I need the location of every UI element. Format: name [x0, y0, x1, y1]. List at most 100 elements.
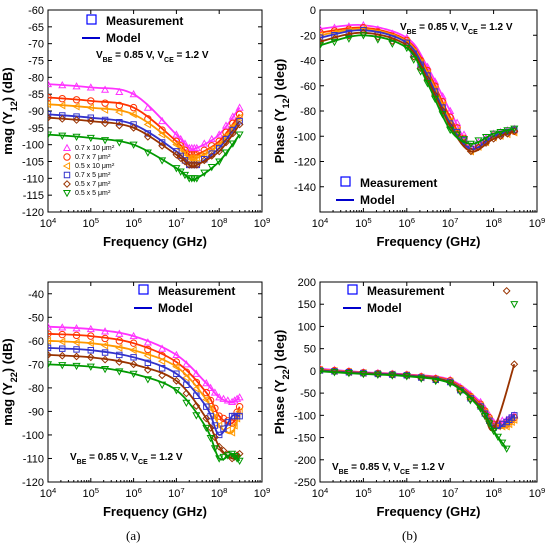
data-point: [172, 150, 181, 159]
data-point: [129, 110, 137, 119]
data-point: [219, 453, 228, 462]
y-tick-label: -80: [28, 72, 44, 84]
y-tick-label: -60: [28, 336, 44, 348]
data-point: [172, 376, 181, 385]
x-axis-label: Frequency (GHz): [103, 504, 207, 519]
data-point: [182, 360, 191, 368]
data-point: [158, 371, 167, 380]
data-point: [493, 433, 503, 442]
series-legend-label: 0.5 x 7 μm2: [75, 180, 111, 189]
data-point: [72, 338, 80, 347]
data-point: [182, 399, 191, 408]
data-point: [115, 368, 124, 376]
y-tick-label: -115: [23, 190, 44, 202]
data-point: [203, 403, 210, 410]
data-point: [431, 377, 440, 386]
data-point: [48, 322, 53, 330]
x-tick-label: 104: [40, 486, 57, 501]
data-point: [48, 336, 52, 345]
x-tick-label: 109: [254, 486, 271, 501]
data-point: [202, 424, 211, 433]
data-point: [215, 147, 224, 156]
y-tick-label: 0: [310, 5, 316, 17]
x-tick-label: 107: [442, 216, 459, 231]
data-point: [192, 402, 201, 410]
model-line: [48, 133, 241, 181]
y-tick-label: -100: [22, 430, 44, 442]
data-point: [115, 358, 124, 366]
data-point: [223, 396, 232, 404]
model-line: [320, 26, 515, 151]
data-point: [86, 103, 94, 112]
data-point: [192, 154, 200, 163]
series-group: [48, 322, 244, 466]
x-tick-label: 106: [125, 216, 142, 231]
data-point: [206, 404, 214, 413]
data-point: [219, 394, 228, 402]
y-tick-label: -140: [294, 182, 316, 194]
data-point: [157, 130, 166, 139]
model-line: [48, 354, 241, 460]
y-tick-label: -110: [23, 453, 44, 465]
data-point: [466, 140, 475, 149]
data-point: [48, 93, 52, 102]
data-point: [115, 108, 123, 117]
data-point: [58, 132, 67, 140]
y-tick-label: -120: [22, 477, 44, 489]
data-point: [320, 368, 325, 376]
y-tick-label: -100: [294, 131, 316, 143]
data-point: [446, 106, 455, 115]
chart-mag_y12: -60 -65 -70 -75 -80 -85 -90 -95 -100 -105 -110 -115…: [0, 5, 270, 249]
data-point: [423, 80, 432, 88]
data-point: [187, 160, 196, 169]
data-point: [192, 160, 201, 169]
data-point: [86, 339, 94, 348]
data-point: [228, 129, 237, 138]
legend-measurement: Measurement: [360, 176, 437, 190]
data-point: [58, 101, 66, 110]
data-point: [143, 338, 152, 346]
legend-model: Model: [106, 31, 141, 45]
series-legend-label: 0.7 x 7 μm2: [75, 153, 111, 162]
data-point: [86, 363, 95, 371]
data-point: [446, 126, 455, 135]
data-point: [172, 362, 180, 371]
data-point: [144, 359, 152, 367]
data-point: [416, 68, 425, 76]
y-tick-label: -120: [22, 207, 44, 219]
legend-marker-square: [340, 176, 351, 187]
data-point: [228, 140, 237, 148]
series-legend-marker: [62, 189, 72, 198]
data-point: [72, 352, 81, 361]
series-legend-marker: [63, 180, 71, 188]
y-tick-label: -90: [28, 406, 44, 418]
y-tick-label: -40: [28, 289, 44, 301]
bias-annotation: VBE = 0.85 V, VCE = 1.2 V: [70, 452, 183, 466]
data-point: [498, 439, 507, 447]
data-point: [502, 286, 511, 295]
y-tick-label: -120: [294, 157, 316, 169]
y-tick-label: -70: [28, 39, 44, 51]
data-point: [87, 347, 95, 354]
x-tick-label: 105: [355, 216, 372, 231]
data-point: [496, 128, 505, 137]
data-point: [320, 37, 324, 46]
data-point: [233, 394, 242, 402]
data-point: [508, 414, 515, 421]
y-tick-label: -80: [28, 383, 44, 395]
y-tick-label: -100: [294, 410, 316, 422]
model-line: [48, 103, 241, 161]
y-tick-label: -250: [294, 477, 316, 489]
y-tick-label: -50: [28, 312, 44, 324]
data-point: [86, 83, 95, 91]
y-tick-label: 100: [298, 321, 316, 333]
data-point: [173, 370, 180, 377]
data-point: [130, 354, 137, 361]
data-point: [158, 157, 167, 165]
data-point: [510, 360, 519, 369]
data-point: [48, 79, 53, 88]
x-tick-label: 105: [83, 486, 100, 501]
x-tick-label: 109: [529, 486, 545, 501]
x-tick-label: 108: [211, 216, 228, 231]
